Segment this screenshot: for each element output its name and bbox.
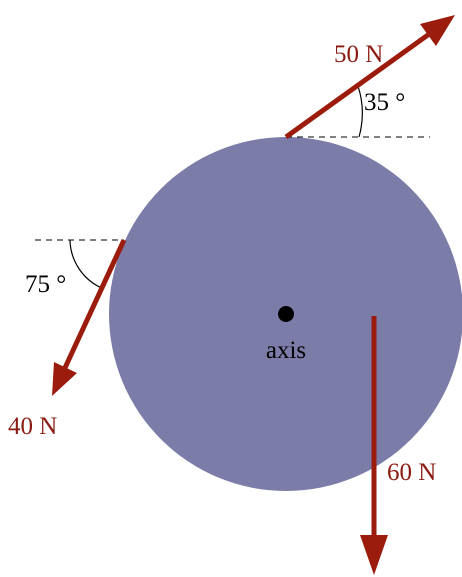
force-arrow-left-head bbox=[52, 362, 77, 396]
force-arrow-top-head bbox=[420, 15, 455, 46]
angle-label-left: 75 ° bbox=[25, 271, 66, 298]
force-bottom-group: 60 N bbox=[360, 316, 436, 575]
force-top-group: 50 N 35 ° bbox=[284, 15, 455, 140]
force-arrow-left-shaft bbox=[61, 238, 127, 372]
force-arrow-top-shaft bbox=[284, 29, 434, 140]
force-left-group: 40 N 75 ° bbox=[8, 238, 127, 440]
force-arrow-bottom-head bbox=[360, 535, 388, 575]
force-label-top: 50 N bbox=[334, 41, 383, 68]
axis-label: axis bbox=[266, 337, 306, 364]
angle-arc-top bbox=[357, 85, 363, 138]
force-label-bottom: 60 N bbox=[387, 459, 436, 486]
force-label-left: 40 N bbox=[8, 413, 57, 440]
angle-label-top: 35 ° bbox=[364, 89, 405, 116]
axis-point bbox=[278, 306, 294, 322]
angle-arc-left bbox=[69, 239, 105, 290]
